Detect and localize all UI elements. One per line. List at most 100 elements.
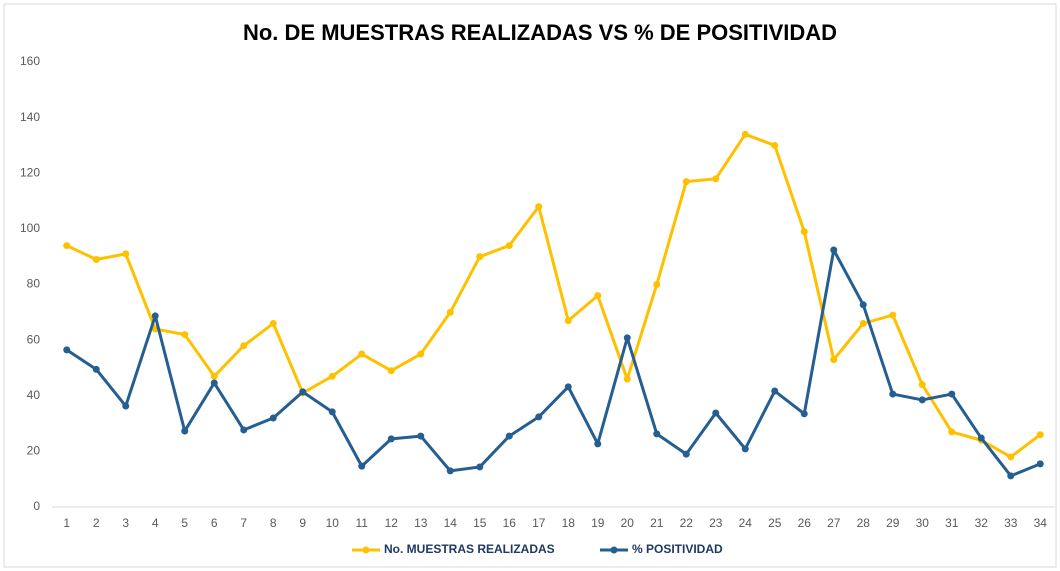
x-tick-label: 30 bbox=[916, 516, 930, 530]
point bbox=[771, 141, 779, 149]
x-tick-label: 11 bbox=[356, 516, 369, 530]
x-tick-label: 9 bbox=[299, 516, 306, 530]
x-tick-label: 22 bbox=[680, 516, 694, 530]
point bbox=[240, 342, 248, 350]
legend-label: % POSITIVIDAD bbox=[632, 542, 723, 556]
point bbox=[387, 367, 395, 375]
point bbox=[240, 426, 248, 434]
point bbox=[682, 450, 690, 458]
point bbox=[1007, 453, 1015, 461]
point bbox=[918, 396, 926, 404]
point bbox=[800, 410, 808, 418]
x-tick-label: 10 bbox=[326, 516, 340, 530]
legend-marker bbox=[610, 546, 618, 554]
x-tick-label: 7 bbox=[240, 516, 247, 530]
x-tick-label: 4 bbox=[152, 516, 159, 530]
point bbox=[1036, 431, 1044, 439]
x-tick-label: 28 bbox=[857, 516, 871, 530]
point bbox=[859, 319, 867, 327]
point bbox=[1007, 472, 1015, 480]
point bbox=[505, 242, 513, 250]
point bbox=[594, 292, 602, 300]
chart-frame bbox=[3, 3, 1057, 568]
point bbox=[122, 402, 130, 410]
legend-label: No. MUESTRAS REALIZADAS bbox=[384, 542, 555, 556]
point bbox=[446, 467, 454, 475]
point bbox=[771, 387, 779, 395]
point bbox=[1036, 460, 1044, 468]
point bbox=[387, 435, 395, 443]
point bbox=[712, 175, 720, 183]
series-line bbox=[66, 132, 1042, 459]
series-line bbox=[65, 248, 1041, 478]
point bbox=[948, 390, 956, 398]
point bbox=[918, 381, 926, 389]
point bbox=[948, 428, 956, 436]
point bbox=[623, 375, 631, 383]
x-tick-label: 20 bbox=[621, 516, 635, 530]
point bbox=[830, 356, 838, 364]
point bbox=[564, 317, 572, 325]
y-tick-label: 60 bbox=[27, 332, 41, 346]
x-tick-label: 15 bbox=[473, 516, 487, 530]
legend-marker bbox=[362, 546, 370, 554]
point bbox=[358, 350, 366, 358]
x-tick-label: 31 bbox=[945, 516, 959, 530]
y-tick-label: 160 bbox=[20, 54, 40, 68]
x-tick-label: 13 bbox=[414, 516, 428, 530]
point bbox=[269, 414, 277, 422]
y-tick-label: 0 bbox=[33, 499, 40, 513]
x-tick-label: 3 bbox=[122, 516, 129, 530]
y-tick-label: 140 bbox=[20, 110, 40, 124]
chart-title: No. DE MUESTRAS REALIZADAS VS % DE POSIT… bbox=[243, 20, 837, 45]
point bbox=[358, 462, 366, 470]
x-tick-label: 26 bbox=[798, 516, 812, 530]
point bbox=[151, 312, 159, 320]
point bbox=[712, 409, 720, 417]
point bbox=[92, 365, 100, 373]
point bbox=[741, 130, 749, 138]
point bbox=[122, 250, 130, 258]
point bbox=[476, 253, 484, 261]
x-tick-label: 16 bbox=[503, 516, 517, 530]
point bbox=[889, 311, 897, 319]
point bbox=[800, 228, 808, 236]
point bbox=[594, 440, 602, 448]
y-tick-label: 40 bbox=[27, 388, 41, 402]
x-tick-label: 29 bbox=[886, 516, 900, 530]
x-tick-label: 12 bbox=[385, 516, 399, 530]
y-tick-label: 100 bbox=[20, 221, 40, 235]
point bbox=[535, 203, 543, 211]
x-tick-label: 33 bbox=[1004, 516, 1018, 530]
point bbox=[623, 334, 631, 342]
point bbox=[181, 331, 189, 339]
y-tick-label: 120 bbox=[20, 165, 40, 179]
x-tick-label: 19 bbox=[591, 516, 605, 530]
point bbox=[417, 350, 425, 358]
point bbox=[299, 388, 307, 396]
x-tick-label: 5 bbox=[181, 516, 188, 530]
x-tick-label: 6 bbox=[211, 516, 218, 530]
point bbox=[328, 372, 336, 380]
x-tick-label: 8 bbox=[270, 516, 277, 530]
x-tick-label: 24 bbox=[739, 516, 753, 530]
point bbox=[682, 178, 690, 186]
point bbox=[564, 383, 572, 391]
point bbox=[210, 372, 218, 380]
point bbox=[181, 427, 189, 435]
point bbox=[210, 379, 218, 387]
x-tick-label: 34 bbox=[1034, 516, 1048, 530]
x-tick-label: 14 bbox=[444, 516, 458, 530]
x-tick-label: 2 bbox=[93, 516, 100, 530]
point bbox=[446, 308, 454, 316]
point bbox=[741, 445, 749, 453]
x-tick-label: 25 bbox=[768, 516, 782, 530]
point bbox=[977, 434, 985, 442]
x-tick-label: 27 bbox=[827, 516, 841, 530]
point bbox=[830, 246, 838, 254]
x-tick-label: 32 bbox=[975, 516, 989, 530]
point bbox=[92, 255, 100, 263]
point bbox=[859, 301, 867, 309]
x-tick-label: 18 bbox=[562, 516, 576, 530]
